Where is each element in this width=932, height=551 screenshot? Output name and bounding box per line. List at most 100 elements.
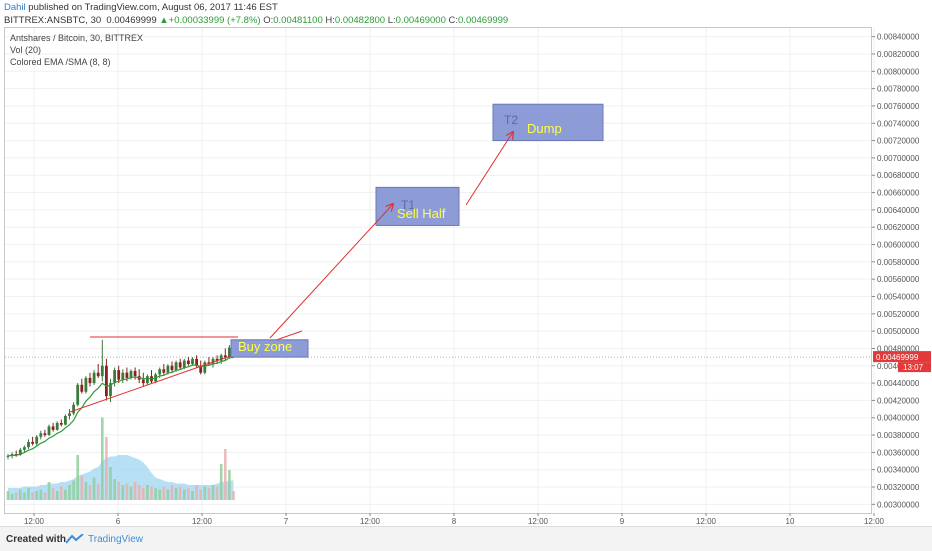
candle-body: [96, 372, 100, 377]
candle-body: [195, 358, 198, 366]
open-value: 0.00481100: [273, 15, 323, 26]
candle-body: [162, 369, 166, 373]
candle-body: [59, 422, 63, 425]
current-price-label: 0.00469999: [876, 353, 919, 362]
volume-bar: [219, 464, 223, 500]
candle-body: [31, 441, 34, 444]
tradingview-link[interactable]: TradingView: [88, 534, 144, 545]
volume-bar: [84, 482, 88, 500]
volume-bar: [224, 449, 227, 500]
volume-bar: [27, 488, 30, 500]
y-tick-label: 0.00500000: [877, 327, 920, 336]
buy-zone-box: [230, 339, 309, 358]
candle-body: [27, 441, 30, 448]
y-tick-label: 0.00800000: [877, 67, 920, 76]
candle-body: [80, 384, 84, 392]
symbol-label: BITTREX:ANSBTC, 30: [4, 15, 102, 26]
y-tick-label: 0.00420000: [877, 396, 920, 405]
x-tick-label: 7: [284, 517, 289, 526]
x-tick-label: 9: [620, 517, 625, 526]
ema-line: [7, 356, 234, 457]
candle-body: [170, 365, 174, 371]
candle-body: [199, 365, 203, 373]
y-tick-label: 0.00740000: [877, 119, 920, 128]
candle-body: [191, 358, 194, 365]
volume-bar: [211, 485, 215, 500]
volume-bar: [133, 482, 137, 500]
time-axis: 12:00 6 12:00 7 12:00 8 12:00 9 12:00 10 12:00: [24, 513, 885, 526]
current-price-tag: [873, 351, 931, 363]
y-tick-label: 0.00780000: [877, 85, 920, 94]
x-tick-label: 8: [452, 517, 457, 526]
y-tick-label: 0.00400000: [877, 414, 920, 423]
candle-body: [219, 355, 223, 361]
open-label: O:: [263, 15, 274, 26]
volume-bar: [39, 489, 43, 500]
volume-bar: [19, 489, 22, 500]
volume-bar: [64, 489, 67, 500]
candle-body: [141, 379, 145, 384]
volume-bar: [105, 437, 108, 500]
candle-body: [14, 454, 18, 456]
candle-body: [76, 384, 80, 405]
y-tick-label: 0.00600000: [877, 241, 920, 250]
close-label: C:: [448, 15, 459, 26]
countdown-label: 13:07: [903, 363, 924, 372]
last-price: 0.00469999: [106, 15, 157, 26]
footer-bar: Created with TradingView: [0, 526, 932, 551]
x-tick-label: 12:00: [528, 517, 549, 526]
y-tick-label: 0.00720000: [877, 137, 920, 146]
published-text: published on TradingView.com, August 06,…: [25, 2, 278, 13]
candle-body: [92, 372, 96, 384]
up-arrow-icon: ▲: [159, 15, 169, 26]
candle-body: [84, 377, 88, 392]
volume-bar: [183, 489, 186, 500]
volume-bar: [203, 486, 207, 500]
y-tick-label: 0.00660000: [877, 189, 920, 198]
volume-bar: [215, 486, 219, 500]
candle-body: [125, 372, 129, 378]
close-value: 0.00469999: [458, 15, 509, 26]
volume-pane: [6, 417, 235, 500]
volume-bar: [35, 491, 38, 500]
dump-label: Dump: [527, 121, 562, 136]
price-axis: 0.00300000 0.00320000 0.00340000 0.00360000…: [872, 33, 931, 509]
volume-bar: [146, 485, 149, 500]
volume-bar: [76, 455, 79, 500]
volume-bar: [117, 482, 120, 500]
candle-body: [39, 433, 43, 437]
t1-label: T1: [401, 198, 415, 212]
low-value: 0.00469000: [395, 15, 446, 26]
volume-bar: [154, 488, 157, 500]
volume-bar: [43, 492, 47, 500]
buy-zone-label: Buy zone: [238, 339, 292, 354]
author-link[interactable]: Dahil: [4, 2, 26, 13]
ohlc-line: BITTREX:ANSBTC, 30 0.00469999 ▲+0.000339…: [4, 15, 508, 26]
candle-body: [18, 449, 22, 455]
candle-body: [178, 362, 182, 368]
volume-bar: [113, 479, 116, 500]
volume-bar: [121, 485, 125, 500]
volume-bar: [150, 486, 153, 500]
legend-ema: Colored EMA /SMA (8, 8): [10, 57, 111, 67]
candle-body: [166, 365, 170, 373]
x-tick-label: 12:00: [696, 517, 717, 526]
volume-bar: [14, 492, 18, 500]
plot-frame[interactable]: [4, 27, 872, 514]
y-tick-label: 0.00540000: [877, 292, 920, 301]
candle-body: [105, 365, 108, 397]
volume-bar: [109, 467, 112, 500]
candle-body: [88, 377, 92, 384]
volume-bar: [60, 486, 63, 500]
volume-bar: [170, 485, 174, 500]
volume-bar: [68, 485, 71, 500]
y-tick-label: 0.00820000: [877, 50, 920, 59]
chart-legend: Antshares / Bitcoin, 30, BITTREX Vol (20…: [10, 32, 143, 68]
candle-body: [35, 436, 39, 444]
candle-body: [203, 362, 207, 373]
candle-body: [146, 376, 149, 384]
x-tick-label: 12:00: [192, 517, 213, 526]
sell-half-label: Sell Half: [397, 206, 446, 221]
